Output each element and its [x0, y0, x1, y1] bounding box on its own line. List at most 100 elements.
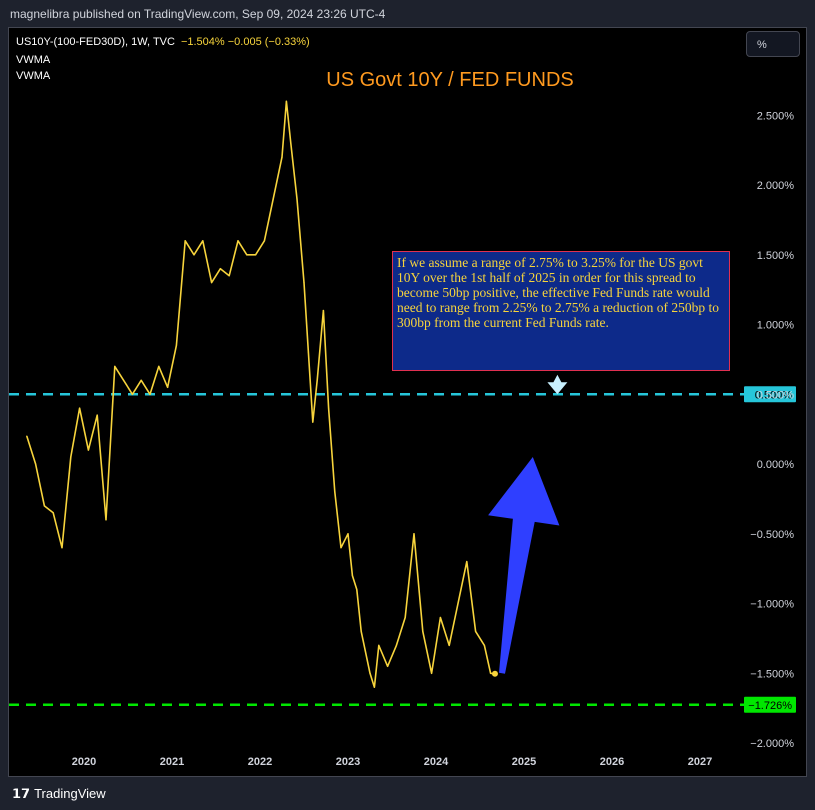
price-label-box: [744, 696, 796, 713]
data-point: [466, 561, 468, 563]
price-label: 0.500%: [755, 389, 793, 401]
x-tick-label: 2022: [248, 756, 272, 768]
y-tick-label: −1.000%: [750, 599, 794, 611]
tradingview-logo[interactable]: 𝟭𝟳 TradingView: [12, 786, 106, 802]
data-point: [149, 393, 151, 395]
y-axis: 2.500% 2.000% 1.500% 1.000% 0.500% 0.000% −0.5…: [750, 110, 794, 750]
data-point: [395, 644, 397, 646]
data-point: [360, 630, 362, 633]
publisher-bar: magnelibra published on TradingView.com,…: [0, 0, 815, 28]
tradingview-logo-icon: 𝟭𝟳: [12, 786, 31, 801]
annotation-text: If we assume a range of 2.75% to 3.25% f…: [392, 251, 730, 371]
data-point: [202, 240, 204, 242]
series-layer: [26, 100, 498, 688]
data-point: [26, 435, 28, 437]
annotation-box[interactable]: If we assume a range of 2.75% to 3.25% f…: [392, 251, 730, 371]
data-point: [87, 449, 89, 451]
last-price-marker: [491, 670, 498, 677]
blue-arrow-drawing[interactable]: [488, 457, 560, 674]
data-point: [489, 672, 492, 674]
data-point: [290, 142, 292, 144]
price-label: −1.726%: [748, 700, 792, 712]
data-point: [475, 630, 477, 633]
data-point: [285, 100, 287, 102]
data-point: [448, 644, 450, 646]
data-point: [255, 254, 257, 256]
indicator-vwma-1[interactable]: VWMA: [16, 54, 51, 66]
y-tick-label: 0.000%: [757, 459, 795, 471]
data-point: [193, 254, 195, 256]
x-tick-label: 2026: [600, 756, 624, 768]
data-point: [123, 379, 125, 381]
y-tick-label: 1.500%: [757, 250, 795, 262]
data-point: [404, 616, 406, 619]
symbol-name: US10Y-(100-FED30D), 1W, TVC: [16, 36, 175, 48]
data-point: [413, 533, 415, 535]
data-point: [131, 393, 133, 395]
data-point: [263, 240, 265, 242]
data-point: [431, 672, 433, 674]
percent-scale-button[interactable]: %: [746, 31, 800, 57]
symbol-change: −1.504% −0.005 (−0.33%): [180, 36, 310, 48]
footer-bar: [0, 777, 815, 810]
published-info: magnelibra published on TradingView.com,…: [10, 7, 386, 21]
data-point: [316, 379, 318, 381]
data-point: [328, 407, 330, 409]
data-point: [439, 616, 441, 619]
marker-arrow-drawing[interactable]: [547, 374, 568, 395]
price-label-box: [744, 386, 796, 403]
data-point: [52, 512, 54, 514]
indicator-vwma-2[interactable]: VWMA: [16, 70, 51, 82]
symbol-legend[interactable]: US10Y-(100-FED30D), 1W, TVC −1.504% −0.00…: [16, 36, 310, 48]
chart-title: US Govt 10Y / FED FUNDS: [326, 69, 573, 91]
data-point: [322, 309, 324, 312]
x-axis: 2020 2021 2022 2023 2024 2025 2026 2027: [72, 756, 712, 768]
data-point: [35, 463, 37, 465]
data-point: [312, 421, 314, 423]
data-point: [303, 282, 305, 284]
y-tick-label: −2.000%: [750, 738, 794, 750]
series-line[interactable]: [26, 100, 496, 688]
data-point: [307, 351, 309, 353]
y-tick-label: 2.500%: [757, 110, 795, 122]
y-tick-label: 2.000%: [757, 180, 795, 192]
tradingview-logo-text: TradingView: [34, 786, 106, 801]
data-point: [272, 198, 274, 200]
x-tick-label: 2025: [512, 756, 536, 768]
data-point: [237, 240, 239, 242]
y-tick-label: −1.500%: [750, 668, 794, 680]
data-point: [457, 602, 459, 605]
data-point: [184, 240, 186, 242]
data-point: [351, 575, 353, 577]
chart-panel[interactable]: [8, 27, 807, 777]
data-point: [340, 547, 342, 549]
data-point: [79, 407, 81, 409]
x-tick-label: 2021: [160, 756, 184, 768]
data-point: [70, 456, 72, 458]
x-tick-label: 2027: [688, 756, 712, 768]
x-tick-label: 2024: [424, 756, 449, 768]
annotations-layer: If we assume a range of 2.75% to 3.25% f…: [392, 251, 730, 674]
data-point: [140, 379, 142, 381]
data-point: [114, 365, 116, 367]
y-tick-label: 1.000%: [757, 320, 795, 332]
data-point: [219, 268, 221, 270]
data-point: [61, 547, 63, 549]
x-tick-label: 2020: [72, 756, 96, 768]
data-point: [96, 414, 98, 416]
horizontal-lines: 0.500% −1.726%: [9, 386, 796, 713]
data-point: [167, 386, 169, 388]
y-tick-label: 0.500%: [757, 389, 795, 401]
data-point: [387, 665, 389, 667]
data-point: [296, 198, 298, 200]
data-point: [211, 282, 213, 284]
data-point: [175, 344, 177, 347]
data-point: [228, 275, 230, 277]
data-point: [356, 588, 358, 591]
data-point: [281, 156, 283, 158]
y-tick-label: −0.500%: [750, 529, 794, 541]
data-point: [369, 672, 371, 674]
data-point: [373, 686, 375, 688]
data-point: [158, 365, 160, 367]
